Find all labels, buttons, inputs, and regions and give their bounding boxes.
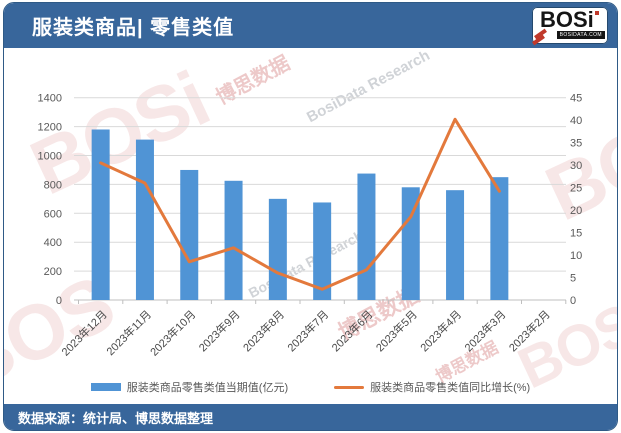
left-axis-tick: 1400 — [38, 93, 62, 105]
right-axis-tick: 10 — [570, 250, 582, 262]
right-axis-tick: 45 — [570, 93, 582, 105]
chart-area: BOSi 博思数据 BosiData Research BOS BosiData… — [4, 48, 617, 404]
x-axis-label: 2023年3月 — [461, 307, 508, 354]
bar-series-label: 服装类商品零售类值当期值(亿元) — [126, 382, 289, 394]
card-frame: 服装类商品| 零售类值 BOSi BOSIDATA.COM BOSi 博思数据 … — [3, 2, 618, 431]
growth-line — [99, 117, 501, 291]
right-axis-tick: 15 — [570, 228, 582, 240]
right-axis-tick: 5 — [570, 273, 576, 285]
left-axis-tick: 1000 — [38, 151, 62, 163]
bar — [180, 169, 199, 300]
x-axis-label: 2023年9月 — [196, 307, 243, 354]
left-axis-tick: 600 — [44, 208, 62, 220]
right-axis-tick: 30 — [570, 160, 582, 172]
left-axis-tick: 800 — [44, 179, 62, 191]
right-axis-tick: 25 — [570, 183, 582, 195]
right-axis-tick: 35 — [570, 138, 582, 150]
line-series-swatch — [334, 385, 365, 389]
legend-item-bar: 服装类商品零售类值当期值(亿元) — [90, 379, 289, 395]
x-axis-label: 2023年4月 — [417, 307, 464, 354]
x-axis-label: 2023年12月 — [58, 307, 109, 358]
bar-series-swatch — [90, 383, 121, 391]
data-source: 数据来源：统计局、博思数据整理 — [18, 410, 214, 426]
bar — [268, 198, 287, 300]
left-axis-tick: 200 — [44, 266, 62, 278]
bar — [224, 180, 243, 300]
footer: 数据来源：统计局、博思数据整理 — [4, 404, 617, 430]
logo-text: BOSi — [540, 7, 594, 32]
bar — [91, 129, 110, 300]
legend-item-line: 服装类商品零售类值同比增长(%) — [334, 379, 530, 395]
x-axis-label: 2023年8月 — [240, 307, 287, 354]
right-axis-tick: 40 — [570, 115, 582, 127]
logo-dot-icon — [595, 11, 599, 15]
x-axis-label: 2023年11月 — [103, 307, 154, 358]
legend: 服装类商品零售类值当期值(亿元) 服装类商品零售类值同比增长(%) — [4, 379, 617, 395]
page-title: 服装类商品| 零售类值 — [32, 17, 235, 39]
right-axis-tick: 20 — [570, 205, 582, 217]
left-axis-tick: 0 — [56, 295, 62, 307]
bosi-logo: BOSi BOSIDATA.COM — [532, 7, 608, 46]
logo-domain: BOSIDATA.COM — [556, 31, 605, 39]
left-axis-tick: 1200 — [38, 122, 62, 134]
x-axis-label: 2023年5月 — [373, 307, 420, 354]
x-axis-label: 2023年6月 — [328, 307, 375, 354]
left-axis-tick: 400 — [44, 237, 62, 249]
x-axis-label: 2023年7月 — [284, 307, 331, 354]
bar — [135, 139, 154, 300]
bar — [357, 173, 376, 300]
line-series-label: 服装类商品零售类值同比增长(%) — [370, 382, 531, 394]
bar — [313, 202, 332, 300]
x-axis-label: 2023年2月 — [506, 307, 553, 354]
retail-value-chart: 0 200 400 600 800 1000 1200 1400 0 5 10 15 20 25 30 35 4… — [38, 93, 583, 359]
header: 服装类商品| 零售类值 BOSi BOSIDATA.COM — [4, 3, 617, 48]
x-axis-label: 2023年10月 — [147, 307, 198, 358]
bar — [490, 177, 509, 300]
bar — [446, 190, 465, 300]
bar — [401, 187, 420, 300]
right-axis-tick: 0 — [570, 295, 576, 307]
